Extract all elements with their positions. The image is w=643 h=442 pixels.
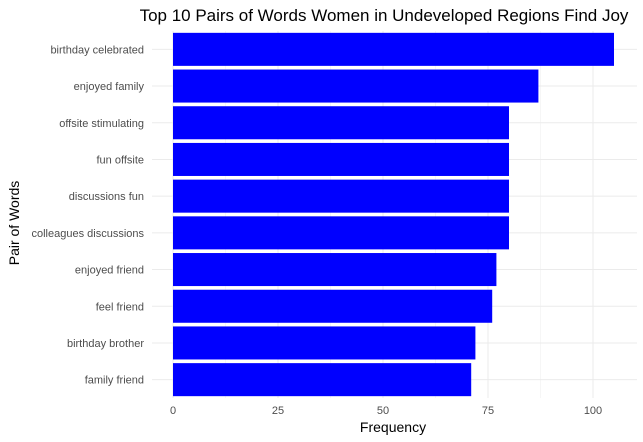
bar [173,326,476,360]
y-axis-tick-labels: birthday celebrated enjoyed family offsite… [31,44,144,386]
bar [173,363,472,397]
bar [173,253,497,287]
x-tick-label: 75 [482,405,494,417]
bar [173,216,509,250]
bar [173,142,509,176]
y-tick-label: enjoyed family [74,81,145,93]
x-tick-label: 25 [272,405,284,417]
bars [173,32,614,397]
y-tick-label: fun offsite [97,154,145,166]
x-axis-tick-labels: 0 25 50 75 100 [170,405,602,417]
y-tick-label: family friend [85,375,144,387]
x-tick-label: 50 [377,405,389,417]
y-tick-label: colleagues discussions [31,228,144,240]
y-tick-label: offsite stimulating [59,118,144,130]
bar [173,69,539,103]
bar [173,179,509,213]
bar [173,106,509,140]
x-tick-label: 0 [170,405,176,417]
bar [173,289,493,323]
y-tick-label: discussions fun [69,191,144,203]
y-tick-label: birthday celebrated [50,44,144,56]
y-tick-label: birthday brother [67,338,144,350]
x-tick-label: 100 [584,405,602,417]
bar [173,32,614,66]
x-axis-title: Frequency [360,419,426,435]
y-tick-label: feel friend [96,301,144,313]
chart-title: Top 10 Pairs of Words Women in Undevelop… [140,6,629,25]
y-axis-title: Pair of Words [6,181,22,266]
y-tick-label: enjoyed friend [75,265,144,277]
